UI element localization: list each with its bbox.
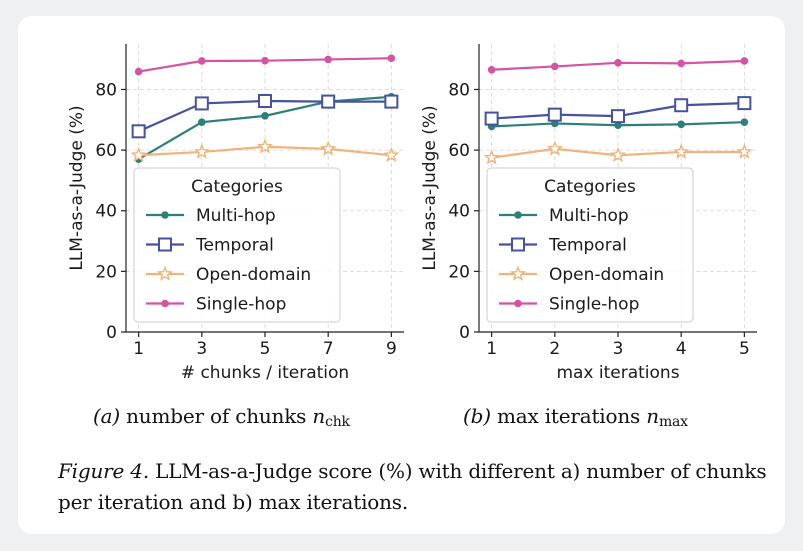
data-point-temporal (547, 107, 562, 122)
legend-swatch-marker (509, 265, 527, 281)
x-tick-label: 2 (549, 339, 560, 359)
x-tick-label: 7 (323, 339, 334, 359)
legend-label-open-domain: Open-domain (549, 265, 664, 285)
subcaption-a: (a) number of chunks nchk (93, 404, 350, 430)
subcaption-a-symbol: n (312, 404, 326, 428)
data-point-temporal (321, 94, 336, 109)
data-point-single-hop (134, 67, 143, 76)
legend-swatch-marker (514, 299, 522, 308)
legend-label-single-hop: Single-hop (196, 295, 286, 315)
x-tick-label: 4 (676, 339, 687, 359)
legend-swatch-marker (514, 211, 522, 219)
legend-a: Categories Multi-hop Temporal Open-domain Si… (133, 167, 341, 323)
data-point-temporal (131, 124, 146, 139)
legend-label-multi-hop: Multi-hop (196, 206, 276, 226)
data-point-temporal (194, 96, 209, 111)
legend-label-open-domain: Open-domain (196, 265, 311, 285)
data-point-open-domain (383, 146, 400, 163)
data-point-open-domain (130, 146, 147, 163)
x-axis-label: max iterations (556, 363, 679, 383)
legend-label-temporal: Temporal (548, 236, 627, 256)
y-axis-label: LLM-as-a-Judge (%) (420, 105, 440, 270)
legend-swatch-marker (161, 211, 169, 219)
subcaption-b-symbol: n (646, 404, 659, 428)
data-point-open-domain (320, 140, 337, 156)
data-point-temporal (737, 96, 752, 111)
x-tick-label: 5 (260, 339, 271, 359)
y-tick-label: 40 (448, 202, 470, 222)
chart-panel-a: 0 20 40 60 80 1 3 5 7 9 # chunks / iteration LLM-as… (67, 44, 404, 383)
y-axis-label: LLM-as-a-Judge (%) (67, 105, 87, 270)
legend-label-temporal: Temporal (195, 236, 274, 256)
data-point-single-hop (261, 56, 269, 65)
data-point-single-hop (198, 57, 206, 65)
legend-swatch-marker (158, 237, 172, 252)
y-tick-label: 40 (95, 202, 117, 222)
x-tick-label: 5 (739, 339, 750, 359)
subcaption-b-text: max iterations (496, 404, 641, 428)
legend-swatch-marker (511, 237, 525, 252)
data-point-temporal (484, 111, 499, 126)
y-tick-label: 80 (95, 80, 117, 100)
data-point-temporal (384, 94, 399, 109)
legend-box (133, 167, 341, 323)
data-point-open-domain (193, 143, 210, 159)
legend-label-single-hop: Single-hop (549, 295, 639, 315)
data-point-temporal (258, 93, 272, 108)
data-point-single-hop (614, 58, 622, 67)
data-point-open-domain (546, 140, 563, 156)
legend-label-multi-hop: Multi-hop (549, 206, 629, 226)
legend-title: Categories (191, 177, 283, 197)
subcaption-b-subscript: max (658, 414, 688, 430)
x-tick-label: 3 (613, 339, 624, 359)
data-point-open-domain (483, 149, 500, 165)
y-tick-label: 60 (95, 141, 117, 161)
y-tick-label: 60 (448, 141, 470, 161)
data-point-multi-hop (677, 120, 685, 129)
data-point-single-hop (387, 54, 396, 63)
y-tick-label: 80 (448, 80, 470, 100)
subcaption-a-subscript: chk (325, 414, 350, 430)
x-tick-label: 9 (386, 339, 397, 359)
data-point-temporal (611, 109, 625, 124)
data-point-multi-hop (614, 121, 622, 130)
data-point-open-domain (609, 146, 627, 163)
legend-b: Categories Multi-hop Temporal Open-domain Si… (486, 167, 694, 323)
legend-box (486, 167, 694, 323)
subcaption-a-label: (a) (93, 404, 120, 428)
legend-title: Categories (544, 177, 636, 197)
data-point-temporal (674, 98, 689, 113)
x-axis-label: # chunks / iteration (181, 363, 349, 383)
chart-panel-b: 0 20 40 60 80 1 2 3 4 5 max iterations LLM-as-a-Jud… (420, 44, 757, 383)
y-tick-label: 20 (95, 262, 117, 282)
x-tick-label: 1 (133, 339, 144, 359)
data-point-multi-hop (740, 118, 749, 127)
data-point-open-domain (673, 143, 690, 159)
figure-caption-label: Figure 4. (58, 459, 149, 483)
subcaption-a-text: number of chunks (126, 404, 307, 428)
figure-caption-text: LLM-as-a-Judge score (%) with different … (58, 459, 767, 514)
data-point-single-hop (551, 62, 559, 71)
x-tick-label: 3 (196, 339, 207, 359)
y-tick-label: 0 (459, 323, 470, 343)
figure-caption: Figure 4. LLM-as-a-Judge score (%) with … (58, 456, 774, 518)
y-tick-label: 0 (106, 323, 117, 343)
data-point-single-hop (740, 57, 749, 65)
data-point-open-domain (256, 138, 274, 154)
data-point-single-hop (487, 65, 496, 74)
y-tick-label: 20 (448, 262, 470, 282)
legend-swatch-marker (161, 299, 169, 308)
x-tick-label: 1 (486, 339, 497, 359)
data-point-open-domain (736, 143, 753, 159)
data-point-single-hop (677, 59, 685, 68)
data-point-multi-hop (261, 112, 269, 120)
subcaption-b: (b) max iterations nmax (463, 404, 688, 430)
data-point-multi-hop (198, 118, 206, 127)
subcaption-b-label: (b) (463, 404, 491, 428)
legend-swatch-marker (156, 265, 174, 281)
data-point-single-hop (324, 55, 332, 64)
